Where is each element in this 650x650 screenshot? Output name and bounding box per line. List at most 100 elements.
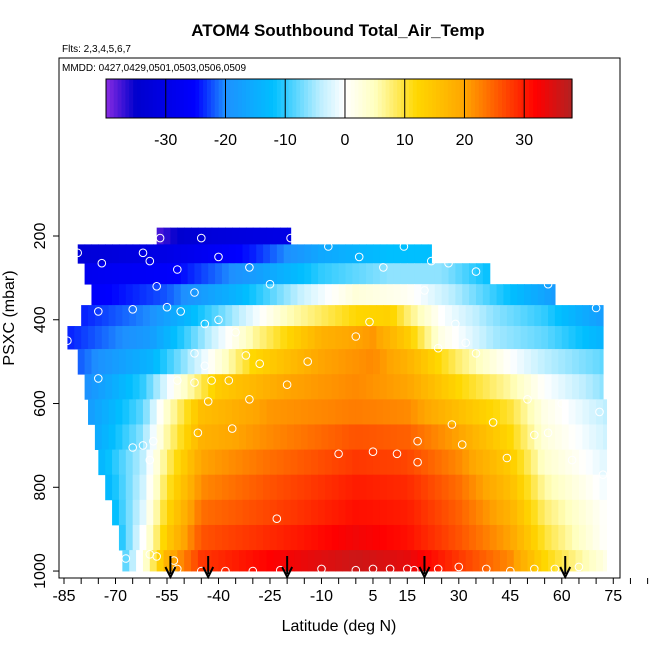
observation-point (224, 376, 234, 385)
heatmap-cell (376, 424, 384, 450)
heatmap-cell (397, 326, 405, 350)
colorbar-cell (420, 79, 426, 118)
heatmap-cell (582, 550, 590, 572)
heatmap-cell (386, 524, 395, 551)
heatmap-cell (314, 399, 323, 425)
heatmap-cell (448, 349, 456, 375)
heatmap-cell (348, 550, 357, 572)
colorbar-cell (346, 79, 352, 118)
heatmap-cell (589, 305, 597, 327)
heatmap-cell (472, 305, 480, 327)
heatmap-cell (249, 284, 257, 306)
heatmap-cell (458, 305, 467, 327)
heatmap-cell (410, 424, 419, 450)
heatmap-cell (191, 550, 199, 572)
colorbar-cell (106, 79, 111, 118)
heatmap-cell (269, 449, 278, 476)
heatmap-cell (211, 227, 220, 245)
colorbar-cell (276, 79, 282, 118)
observation-point (530, 430, 539, 440)
colorbar: -30 -20 -10 0 10 20 30 (105, 78, 573, 149)
heatmap-cell (372, 374, 381, 400)
heatmap-cell (510, 524, 518, 551)
heatmap-cell (115, 424, 123, 450)
colorbar-cell (447, 79, 453, 118)
observation-point (543, 279, 553, 289)
heatmap-cell (163, 326, 172, 350)
heatmap-cell (331, 284, 340, 306)
heatmap-cell (125, 374, 134, 400)
heatmap-cell (146, 474, 154, 501)
heatmap-cell (372, 474, 381, 501)
heatmap-cell (283, 374, 292, 400)
heatmap-cell (297, 284, 305, 306)
heatmap-cell (455, 524, 463, 551)
heatmap-cell (596, 424, 604, 450)
heatmap-cell (407, 499, 415, 526)
heatmap-cell (280, 550, 288, 572)
heatmap-cell (372, 499, 381, 526)
heatmap-cell (256, 449, 264, 476)
heatmap-cell (544, 349, 553, 375)
colorbar-cell (172, 79, 177, 118)
heatmap-cell (520, 550, 529, 572)
heatmap-cell (427, 524, 436, 551)
observation-point (457, 440, 467, 449)
heatmap-cell (393, 499, 402, 526)
observation-point (73, 248, 82, 258)
heatmap-cell (417, 550, 426, 572)
heatmap-cell (558, 349, 566, 375)
heatmap-cell (156, 424, 165, 450)
heatmap-cell (105, 349, 113, 375)
heatmap-cell (228, 374, 237, 400)
heatmap-cell (479, 550, 487, 572)
heatmap-cell (585, 374, 594, 400)
heatmap-cell (129, 424, 137, 450)
heatmap-cell (259, 227, 268, 245)
heatmap-cell (578, 449, 587, 476)
heatmap-cell (311, 449, 319, 476)
heatmap-cell (287, 305, 295, 327)
heatmap-cell (180, 284, 189, 306)
heatmap-cell (201, 524, 209, 551)
heatmap-cell (211, 326, 220, 350)
heatmap-cell (318, 244, 326, 264)
heatmap-cell (239, 227, 247, 245)
heatmap-cell (499, 399, 508, 425)
heatmap-cell (235, 474, 244, 501)
heatmap-cell (146, 374, 154, 400)
heatmap-cell (592, 499, 601, 526)
colorbar-cell (230, 79, 235, 118)
heatmap-cell (434, 449, 443, 476)
heatmap-cell (482, 449, 491, 476)
x-axis-label: Latitude (deg N) (282, 618, 397, 635)
heatmap-cell (324, 374, 333, 400)
heatmap-cell (249, 374, 257, 400)
heatmap-cell (551, 284, 556, 306)
heatmap-cell (541, 305, 549, 327)
heatmap-cell (427, 349, 436, 375)
heatmap-cell (527, 305, 535, 327)
heatmap-cell (228, 499, 237, 526)
flights-subtitle: Flts: 2,3,4,5,6,7 (62, 44, 131, 55)
heatmap-cell (362, 399, 371, 425)
heatmap-cell (414, 244, 422, 264)
heatmap-cell (479, 305, 487, 327)
heatmap-cell (431, 305, 439, 327)
heatmap-cell (599, 499, 608, 526)
heatmap-cell (184, 399, 192, 425)
observation-point (190, 288, 199, 297)
colorbar-cell (206, 79, 212, 118)
heatmap-cell (160, 263, 168, 285)
heatmap-cell (434, 474, 443, 501)
heatmap-cell (390, 326, 398, 350)
heatmap-cell (328, 326, 336, 350)
heatmap-cell (393, 524, 402, 551)
heatmap-cell (146, 524, 154, 551)
heatmap-cell (582, 424, 590, 450)
heatmap-cell (372, 244, 381, 264)
heatmap-cell (342, 550, 350, 572)
colorbar-cell (168, 79, 173, 118)
observation-point (506, 566, 515, 576)
